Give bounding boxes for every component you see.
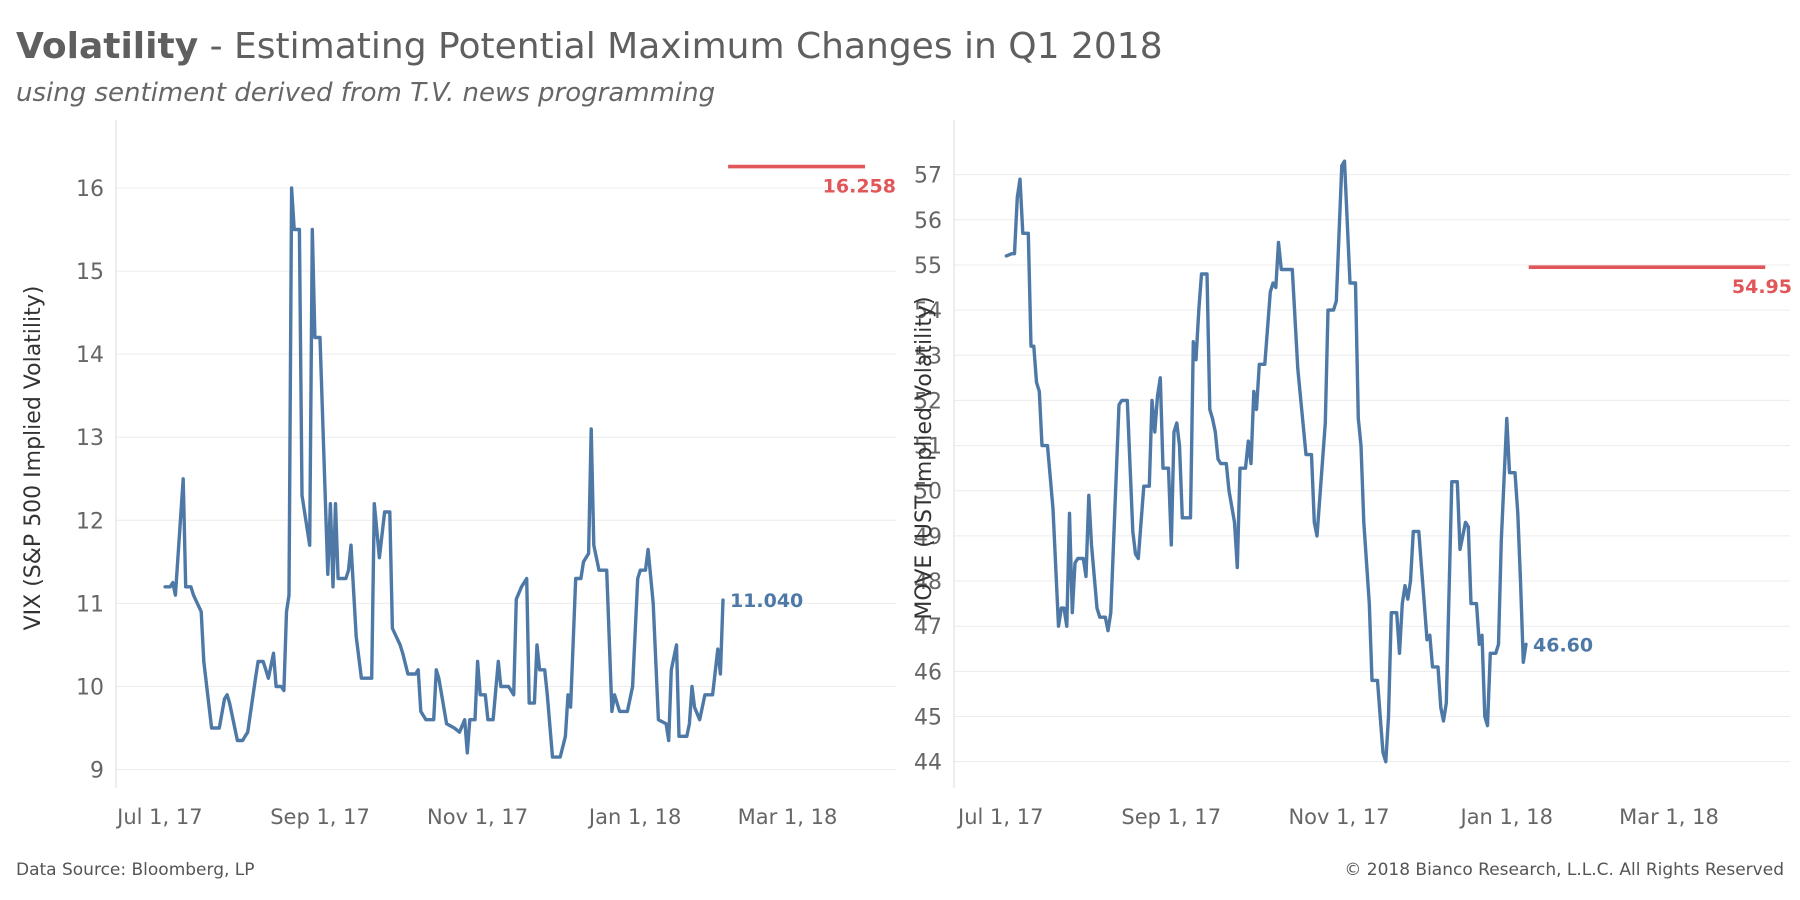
move-y-tick-label: 50 [914,480,942,505]
move-series-line [1004,159,1528,764]
move-y-tick-label: 45 [914,706,942,731]
move-x-tick-label: Nov 1, 17 [1288,805,1389,829]
data-source-note: Data Source: Bloomberg, LP [16,860,255,880]
move-y-tick-label: 54 [914,299,942,324]
vix-series-line [163,186,725,759]
vix-target-label: 16.258 [823,176,896,198]
move-y-axis-title: MOVE (UST Implied Volatility) [912,296,937,619]
vix-y-tick-label: 14 [76,343,104,368]
vix-x-tick-label: Jul 1, 17 [115,805,202,829]
move-x-tick-label: Jul 1, 17 [956,805,1043,829]
vix-y-tick-label: 16 [76,177,104,202]
vix-y-tick-label: 9 [90,759,104,784]
vix-last-value-label: 11.040 [730,590,803,612]
vix-x-tick-label: Mar 1, 18 [738,805,838,829]
move-y-tick-label: 55 [914,254,942,279]
vix-chart: 9 10 11 12 13 14 15 16 Jul 1, 17 Sep 1, 17 Nov 1, … [21,120,896,829]
move-x-tick-label: Jan 1, 18 [1459,805,1553,829]
move-last-value-label: 46.60 [1533,634,1593,656]
vix-y-tick-label: 12 [76,509,104,534]
move-y-tick-label: 46 [914,660,942,685]
move-y-tick-label: 53 [914,344,942,369]
move-x-tick-label: Mar 1, 18 [1619,805,1719,829]
chart-title: Volatility - Estimating Potential Maximu… [16,26,1163,67]
vix-y-tick-label: 13 [76,426,104,451]
vix-x-tick-label: Jan 1, 18 [587,805,681,829]
move-x-tick-label: Sep 1, 17 [1121,805,1221,829]
vix-x-tick-label: Nov 1, 17 [427,805,528,829]
move-y-tick-label: 44 [914,751,942,776]
vix-y-tick-label: 11 [76,592,104,617]
chart-title-rest: - Estimating Potential Maximum Changes i… [198,26,1163,67]
chart-title-bold: Volatility [16,26,199,67]
move-target-label: 54.95 [1732,276,1792,298]
move-chart: 44 45 46 47 48 49 50 51 52 53 54 55 56 57 Jul 1, 17 Sep… [912,120,1792,829]
move-y-tick-label: 52 [914,389,942,414]
vix-y-axis-title: VIX (S&P 500 Implied Volatility) [21,286,46,631]
vix-y-tick-label: 10 [76,675,104,700]
move-y-tick-label: 49 [914,525,942,550]
move-y-tick-label: 51 [914,435,942,460]
move-y-tick-label: 57 [914,164,942,189]
move-y-tick-label: 56 [914,209,942,234]
vix-x-tick-label: Sep 1, 17 [270,805,370,829]
vix-y-tick-label: 15 [76,260,104,285]
move-y-tick-label: 47 [914,615,942,640]
chart-subtitle: using sentiment derived from T.V. news p… [16,78,716,108]
copyright-note: © 2018 Bianco Research, L.L.C. All Right… [1344,860,1784,880]
move-y-tick-label: 48 [914,570,942,595]
